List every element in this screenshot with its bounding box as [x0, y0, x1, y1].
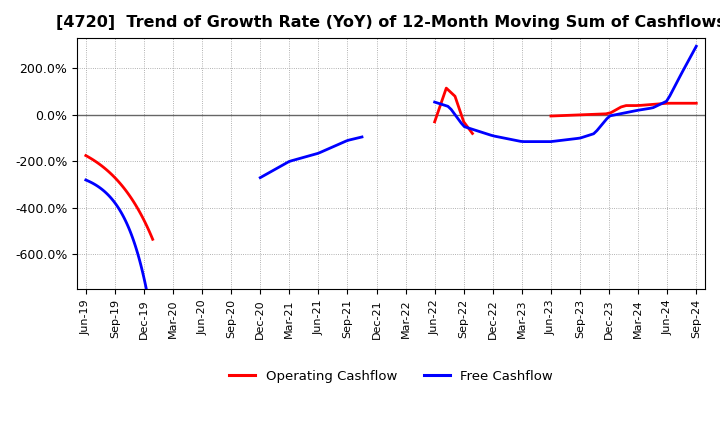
Title: [4720]  Trend of Growth Rate (YoY) of 12-Month Moving Sum of Cashflows: [4720] Trend of Growth Rate (YoY) of 12-…	[56, 15, 720, 30]
Legend: Operating Cashflow, Free Cashflow: Operating Cashflow, Free Cashflow	[224, 365, 559, 388]
